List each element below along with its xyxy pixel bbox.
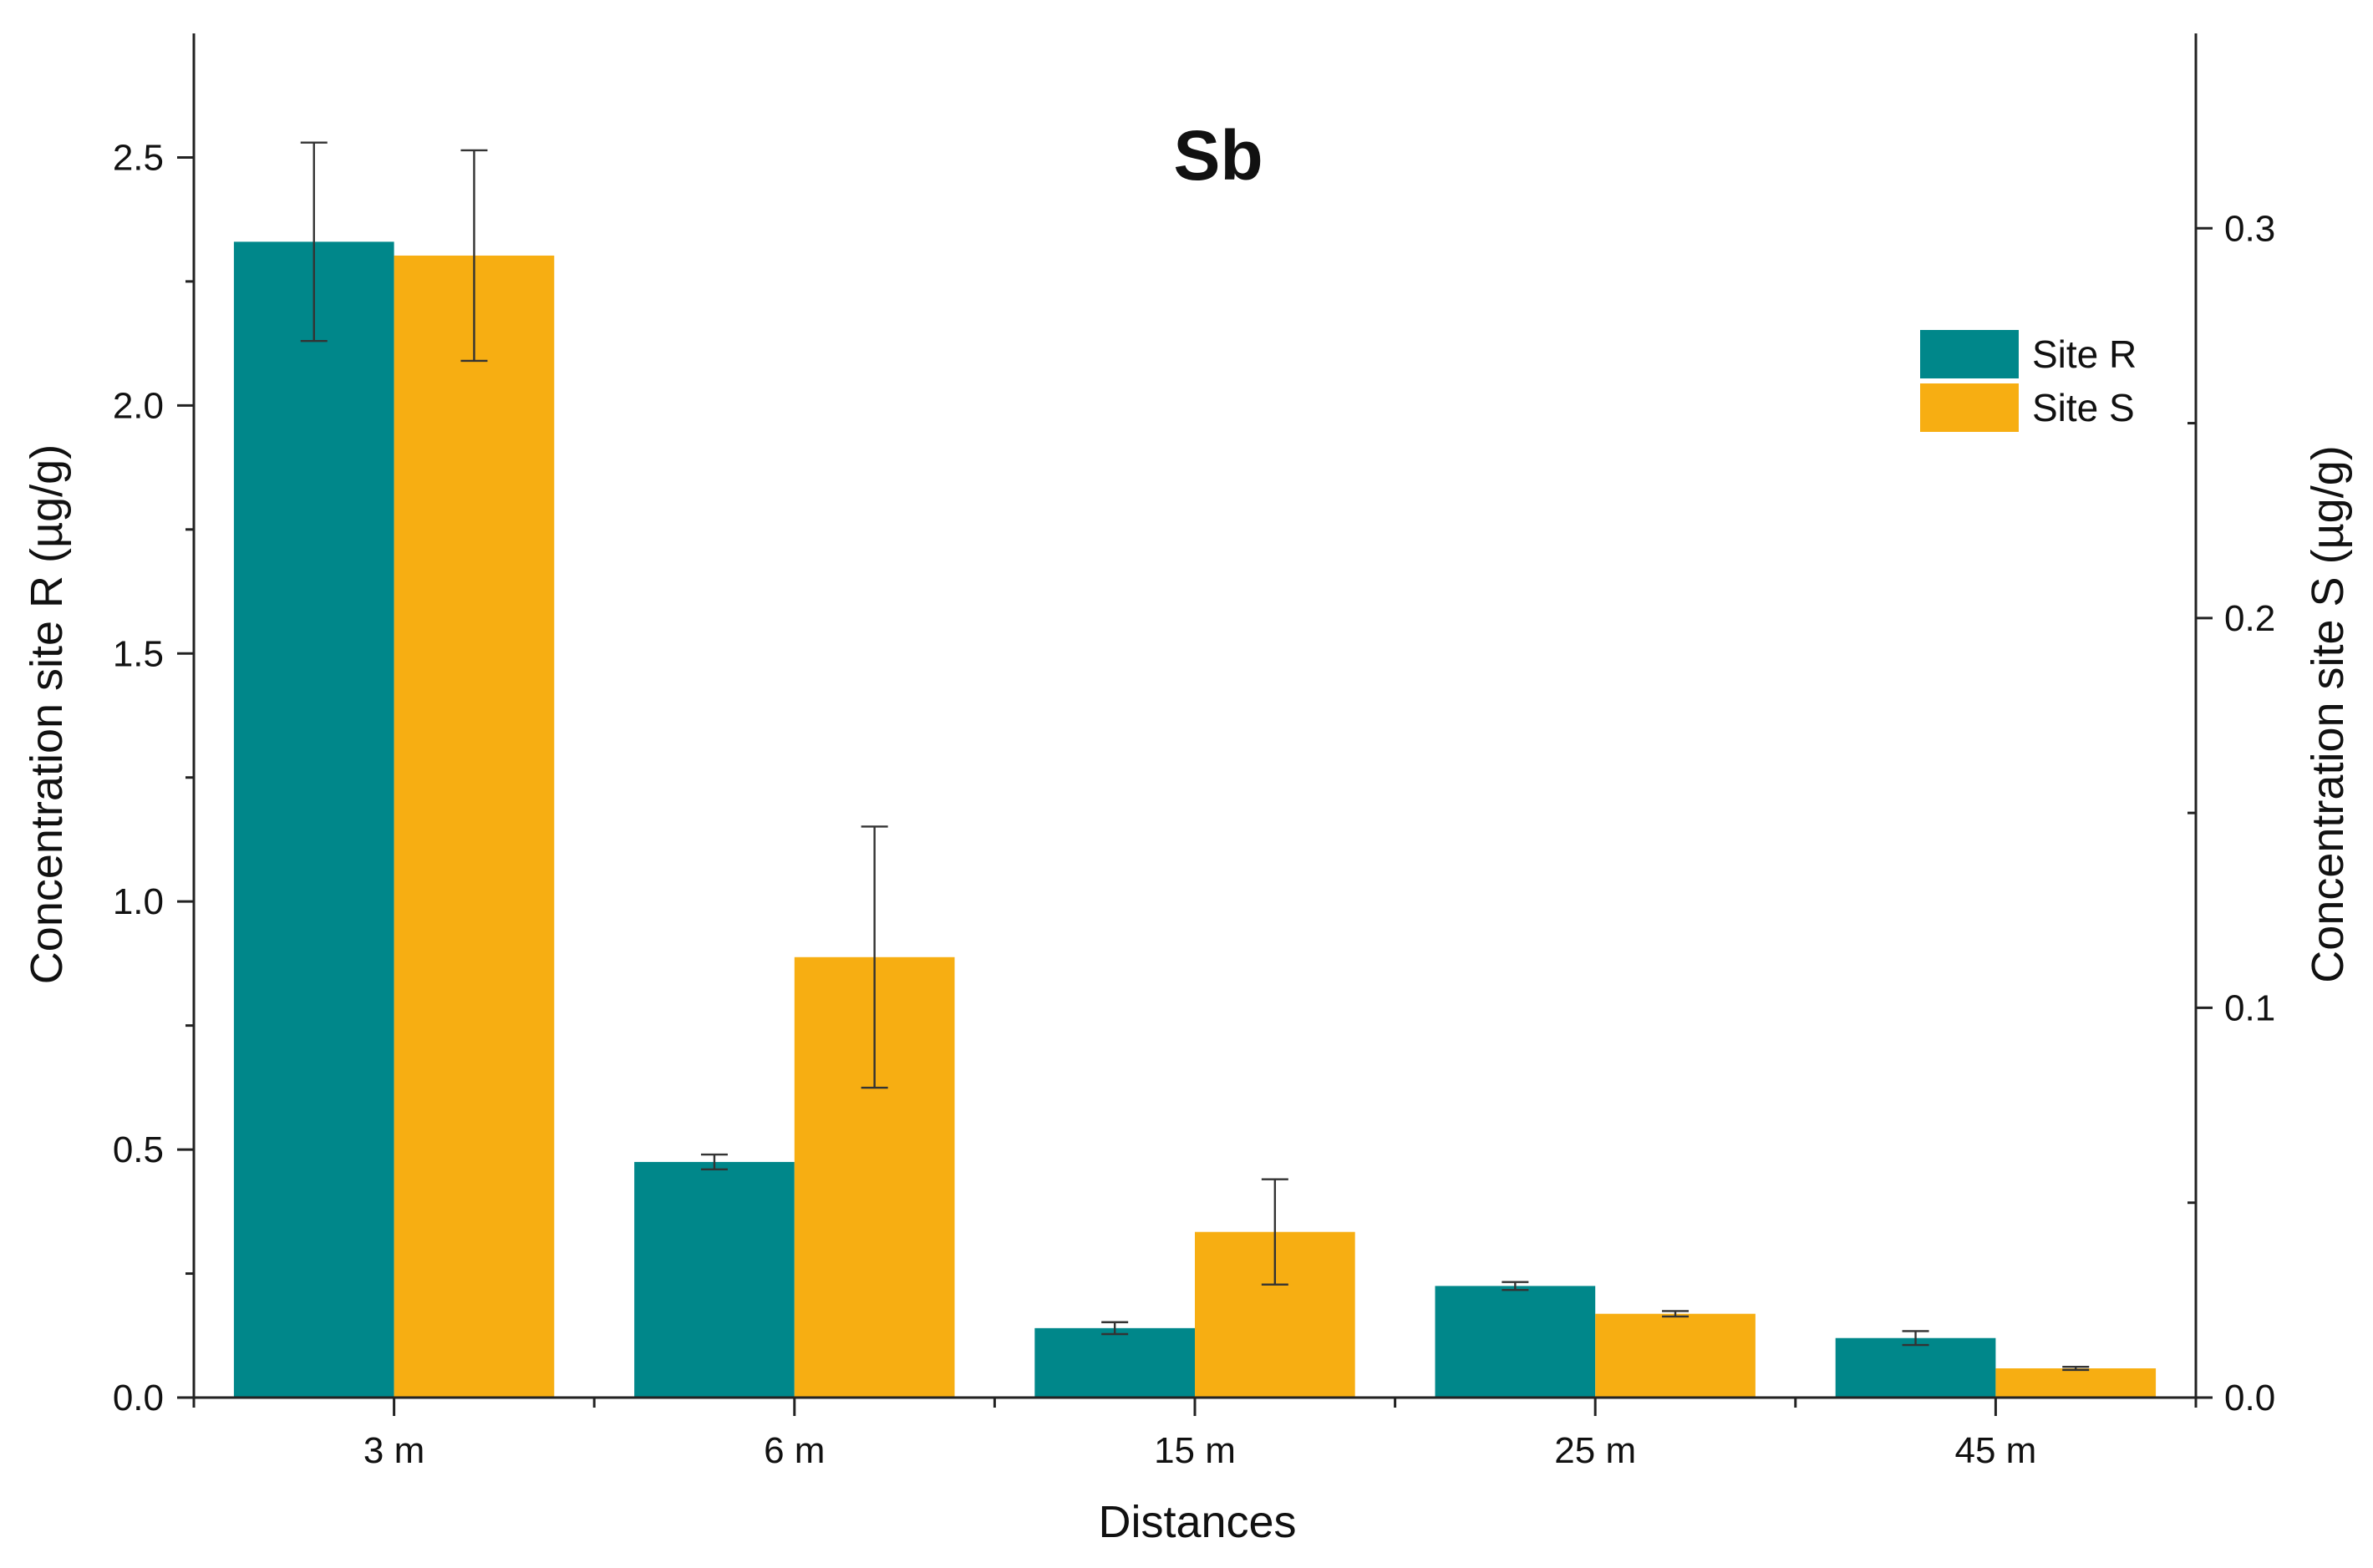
bars-layer — [233, 241, 2157, 1398]
legend-label: Site R — [2032, 332, 2137, 376]
x-tick-label: 15 m — [1154, 1430, 1236, 1471]
left-tick-label: 1.5 — [113, 633, 164, 674]
legend-label: Site S — [2032, 386, 2135, 429]
x-tick-label: 6 m — [764, 1430, 825, 1471]
right-ticks-layer: 0.0 0.1 0.2 0.3 — [2188, 208, 2275, 1418]
x-axis-title: Distances — [1098, 1497, 1296, 1547]
error-bars-layer — [300, 141, 2090, 1372]
left-tick-label: 0.0 — [113, 1378, 164, 1418]
bar-site-r-6m — [634, 1161, 795, 1398]
bar-site-s-25m — [1595, 1313, 1756, 1398]
bar-site-r-3m — [233, 241, 394, 1398]
right-y-axis-title: Concentration site S (µg/g) — [2303, 445, 2353, 982]
left-tick-label: 2.5 — [113, 137, 164, 178]
right-tick-label: 0.0 — [2224, 1378, 2275, 1418]
legend-swatch — [1920, 383, 2019, 432]
x-ticks-layer: 3 m 6 m 15 m 25 m 45 m — [192, 1398, 2198, 1471]
legend-swatch — [1920, 330, 2019, 378]
right-tick-label: 0.2 — [2224, 598, 2275, 639]
left-y-axis-title: Concentration site R (µg/g) — [22, 444, 72, 984]
right-tick-label: 0.1 — [2224, 987, 2275, 1028]
chart-title: Sb — [1173, 116, 1263, 195]
left-tick-label: 2.0 — [113, 385, 164, 426]
right-tick-label: 0.3 — [2224, 208, 2275, 249]
left-ticks-layer: 0.0 0.5 1.0 1.5 2.0 2.5 — [113, 137, 194, 1418]
left-tick-label: 0.5 — [113, 1129, 164, 1170]
bar-site-r-25m — [1435, 1286, 1596, 1398]
bar-site-s-45m — [1995, 1368, 2157, 1398]
left-tick-label: 1.0 — [113, 881, 164, 922]
legend: Site R Site S — [1920, 330, 2137, 432]
bar-site-r-15m — [1034, 1327, 1195, 1398]
x-tick-label: 25 m — [1554, 1430, 1636, 1471]
bar-site-s-3m — [394, 255, 555, 1398]
bar-site-r-45m — [1835, 1337, 1996, 1398]
x-tick-label: 45 m — [1954, 1430, 2036, 1471]
x-tick-label: 3 m — [363, 1430, 424, 1471]
